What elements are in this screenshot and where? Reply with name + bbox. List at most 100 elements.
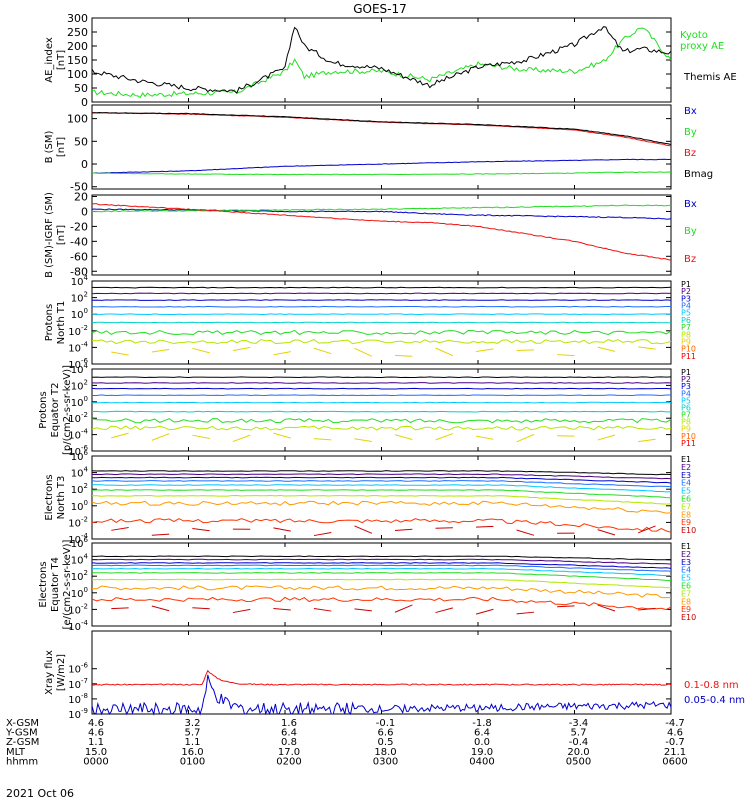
x-row-value: -0.7 (665, 737, 685, 748)
channel-fragment-p9 (638, 438, 656, 443)
date-label: 2021 Oct 06 (6, 787, 74, 800)
y-tick-base: 10 (68, 695, 81, 706)
channel-line-e4 (91, 564, 672, 572)
y-tick-exp: -4 (81, 532, 89, 540)
y-tick-label: 0 (81, 205, 88, 218)
y-tick-base: 10 (68, 431, 81, 442)
legend-kyoto-proxy-ae: Kyoto (680, 30, 708, 41)
legend-p1: P1 (681, 280, 691, 289)
y-tick-base: 10 (68, 327, 81, 338)
y-tick-exp: 0 (84, 395, 88, 403)
y-tick-label: 10-2 (68, 602, 88, 616)
y-tick-exp: 2 (84, 378, 88, 386)
x-row-value: 3.2 (185, 718, 201, 729)
legend-p8: P8 (681, 418, 691, 427)
channel-fragment-p9 (273, 351, 291, 356)
channel-fragment-e10 (435, 527, 453, 529)
x-row-value: -0.4 (569, 737, 589, 748)
x-row-label: Y-GSM (5, 728, 38, 739)
legend-p9: P9 (681, 425, 691, 434)
channel-fragment-p9 (516, 349, 534, 352)
x-row-value: 15.0 (85, 747, 107, 758)
legend-e4: E4 (681, 566, 691, 575)
y-tick-base: 10 (71, 469, 84, 480)
legend-p2: P2 (681, 287, 691, 296)
y-tick-label: -80 (70, 265, 88, 278)
y-axis-label-line: [W/m2] (56, 654, 67, 691)
x-row-value: 17.0 (278, 747, 300, 758)
y-axis-label-line: North T1 (56, 301, 67, 345)
x-row-value: 21.1 (664, 747, 686, 758)
channel-fragment-p9 (354, 347, 373, 357)
y-tick-label: 100 (67, 68, 88, 81)
panel-frame (91, 368, 672, 452)
y-tick-label: 10-4 (68, 428, 88, 442)
y-tick-exp: 4 (84, 553, 89, 561)
y-axis-label-line: [nT] (56, 225, 67, 245)
channel-line-e1 (92, 555, 672, 561)
y-tick-label: 100 (71, 586, 88, 600)
channel-fragment-e10 (516, 529, 535, 536)
channel-fragment-e10 (354, 608, 372, 612)
series-line-bx (91, 208, 672, 220)
panel-frame (91, 194, 672, 276)
y-tick-label: 300 (67, 12, 88, 25)
y-axis-label-line: North T3 (56, 476, 67, 520)
y-axis-label-line: [nT] (56, 50, 67, 70)
y-tick-exp: -4 (81, 619, 89, 627)
channel-fragment-p9 (516, 433, 535, 443)
xray-legend-1: 0.05-0.4 nm (684, 695, 745, 706)
y-axis-label-line: Equator T4 (50, 557, 61, 612)
legend-by: By (684, 127, 697, 138)
y-tick-base: 10 (71, 556, 84, 567)
y-tick-label: 104 (71, 362, 89, 376)
legend-e2: E2 (681, 550, 691, 559)
channel-fragment-p9 (394, 434, 413, 440)
x-row-label: hhmm (6, 756, 38, 767)
channel-line-p6 (91, 410, 671, 413)
channel-line-p1 (91, 286, 672, 289)
legend-e6: E6 (681, 582, 691, 591)
legend-e8: E8 (681, 597, 691, 606)
y-axis-label-line: [e/(cm2-s-sr-keV)] (62, 539, 73, 629)
y-tick-label: 10-9 (68, 707, 88, 721)
x-row-value: -0.1 (376, 718, 396, 729)
series-line-bmag (92, 111, 672, 146)
x-row-value: 0600 (662, 756, 687, 767)
y-axis-label-line: Protons (38, 391, 49, 428)
x-row-value: 4.6 (88, 718, 104, 729)
channel-line-p5 (91, 313, 672, 316)
y-tick-label: -60 (70, 250, 88, 263)
legend-p2: P2 (681, 375, 691, 384)
legend-e6: E6 (681, 495, 691, 504)
legend-p7: P7 (681, 323, 691, 332)
y-tick-base: 10 (71, 572, 84, 583)
y-tick-exp: 6 (84, 449, 89, 457)
y-tick-label: 10-2 (68, 411, 88, 425)
y-tick-exp: -2 (81, 602, 88, 610)
y-axis-label: Electrons North T3 (44, 474, 67, 520)
channel-fragment-e10 (151, 605, 170, 612)
legend-p6: P6 (681, 316, 691, 325)
panel-bigrf: -80 -60 -40 -20 0 20 B (SM)-IGRF (SM) [nT] Bx By B… (44, 190, 697, 278)
legend-p6: P6 (681, 403, 691, 412)
y-tick-label: 10-4 (68, 619, 88, 633)
x-row-label: Z-GSM (6, 737, 39, 748)
legend-e5: E5 (681, 487, 691, 496)
y-tick-label: 104 (71, 466, 89, 480)
y-tick-base: 10 (68, 605, 81, 616)
channel-fragment-e10 (394, 604, 413, 613)
y-tick-exp: -8 (81, 692, 88, 700)
legend-bx: Bx (684, 106, 697, 117)
legend-e9: E9 (681, 518, 691, 527)
channel-fragment-p9 (475, 435, 494, 440)
y-tick-label: 0 (81, 96, 88, 109)
y-tick-label: 20 (74, 190, 88, 203)
x-row-value: 0500 (566, 756, 591, 767)
panel-frame (91, 630, 672, 715)
legend-p4: P4 (681, 302, 691, 311)
legend-igrf-bx: Bx (684, 199, 697, 210)
series-line-bx (91, 158, 672, 174)
legend-e5: E5 (681, 574, 691, 583)
y-tick-exp: -2 (81, 411, 88, 419)
